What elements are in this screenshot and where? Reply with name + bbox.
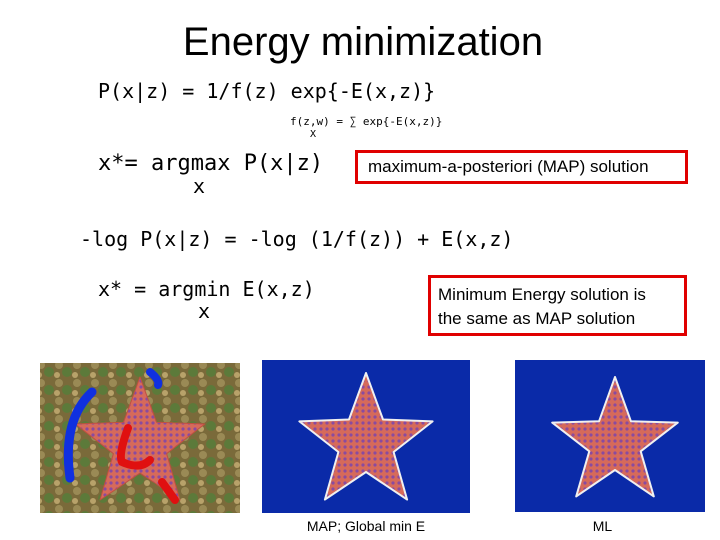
starfish xyxy=(298,372,434,501)
callout-box: maximum-a-posteriori (MAP) solution xyxy=(355,150,688,184)
callout-text: Minimum Energy solution is xyxy=(438,285,646,304)
callout-text: maximum-a-posteriori (MAP) solution xyxy=(368,157,649,176)
scribble xyxy=(116,424,154,470)
scribble xyxy=(158,478,179,504)
equation: x*= argmax P(x|z) xyxy=(98,151,324,176)
equation: x* = argmin E(x,z) xyxy=(98,277,315,301)
subscript: x xyxy=(193,174,206,198)
callout-text: the same as MAP solution xyxy=(438,309,636,328)
subscript: X xyxy=(310,129,317,140)
scribble xyxy=(63,387,97,483)
equation: P(x|z) = 1/f(z) exp{-E(x,z)} xyxy=(98,79,436,103)
subscript: x xyxy=(198,299,211,323)
equation: f(z,w) = ∑ exp{-E(x,z)} xyxy=(290,115,443,128)
equation: -log P(x|z) = -log (1/f(z)) + E(x,z) xyxy=(80,227,514,251)
scribble xyxy=(146,368,163,389)
image-caption: ML xyxy=(592,518,613,534)
slide-title: Energy minimization xyxy=(182,20,544,64)
starfish xyxy=(74,376,206,501)
callout-box: Minimum Energy solution is the same as M… xyxy=(428,275,687,336)
starfish xyxy=(551,376,679,498)
image-caption: MAP; Global min E xyxy=(306,518,426,534)
